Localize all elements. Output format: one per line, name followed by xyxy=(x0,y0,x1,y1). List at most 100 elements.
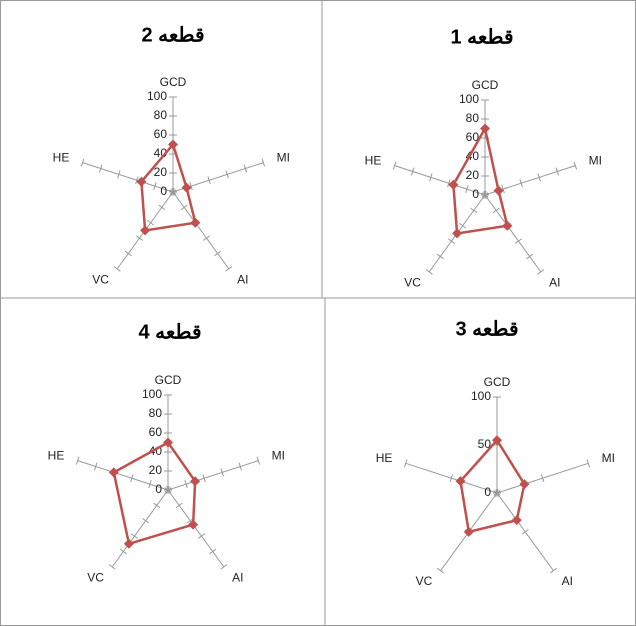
tick-mark xyxy=(403,459,408,468)
axis-spoke xyxy=(111,489,169,568)
tick-mark xyxy=(148,480,152,489)
category-label: HE xyxy=(48,448,65,462)
data-point xyxy=(136,176,147,187)
axis-spoke xyxy=(167,489,225,568)
axis-spoke xyxy=(77,460,169,491)
tick-label: 0 xyxy=(155,482,162,496)
tick-mark xyxy=(130,533,139,539)
tick-mark xyxy=(519,179,523,188)
tick-mark xyxy=(465,185,469,194)
tick-mark xyxy=(175,502,183,509)
tick-label: 100 xyxy=(459,92,479,106)
tick-mark xyxy=(225,266,233,272)
tick-mark xyxy=(483,191,487,199)
category-label: AI xyxy=(232,570,243,584)
category-label: MI xyxy=(272,448,285,462)
tick-label: 80 xyxy=(466,111,480,125)
category-label: GCD xyxy=(472,78,499,92)
tick-mark xyxy=(555,167,559,176)
tick-mark xyxy=(447,238,456,244)
axis-spoke xyxy=(394,165,486,196)
tick-mark xyxy=(180,204,188,211)
tick-label: 0 xyxy=(484,485,491,499)
tick-mark xyxy=(209,548,217,555)
tick-mark xyxy=(80,158,85,167)
data-point xyxy=(190,217,201,228)
tick-mark xyxy=(184,480,188,489)
data-point xyxy=(455,476,466,487)
tick-mark xyxy=(108,564,116,570)
tick-label: 80 xyxy=(154,108,168,122)
tick-mark xyxy=(117,170,121,179)
category-label: AI xyxy=(237,272,248,286)
category-label: GCD xyxy=(160,75,187,89)
tick-label: 50 xyxy=(478,437,492,451)
tick-label: 60 xyxy=(154,127,168,141)
tick-mark xyxy=(158,204,166,211)
axis-spoke xyxy=(172,191,230,270)
tick-mark xyxy=(392,161,397,170)
data-point xyxy=(190,476,201,487)
data-point xyxy=(168,139,178,150)
tick-label: 60 xyxy=(149,425,163,439)
tick-mark xyxy=(220,564,228,570)
tick-mark xyxy=(447,179,451,188)
tick-mark xyxy=(436,253,444,260)
tick-mark xyxy=(256,456,261,465)
tick-mark xyxy=(573,161,578,170)
data-point xyxy=(452,228,463,239)
category-label: GCD xyxy=(484,375,511,389)
tick-mark xyxy=(238,462,242,471)
tick-label: 100 xyxy=(142,387,162,401)
data-point xyxy=(493,185,504,196)
tick-mark xyxy=(425,269,433,275)
data-point xyxy=(492,435,502,446)
tick-mark xyxy=(147,219,155,226)
tick-mark xyxy=(202,474,206,483)
category-label: AI xyxy=(562,574,573,588)
tick-mark xyxy=(521,529,529,535)
tick-mark xyxy=(214,250,222,257)
tick-mark xyxy=(153,182,157,191)
category-label: HE xyxy=(53,150,70,164)
tick-mark xyxy=(586,459,591,468)
tick-mark xyxy=(459,222,467,229)
tick-mark xyxy=(142,517,150,524)
data-line xyxy=(112,440,197,546)
category-label: VC xyxy=(87,570,104,584)
tick-mark xyxy=(514,238,523,244)
data-line xyxy=(140,141,197,232)
data-point xyxy=(448,179,459,190)
category-label: AI xyxy=(549,275,560,289)
data-point xyxy=(163,437,173,448)
tick-mark xyxy=(189,182,193,191)
axis-spoke xyxy=(82,162,174,193)
tick-label: 20 xyxy=(154,165,168,179)
tick-mark xyxy=(113,266,121,272)
tick-label: 20 xyxy=(149,463,163,477)
tick-mark xyxy=(166,486,170,494)
tick-mark xyxy=(94,462,98,471)
category-label: HE xyxy=(376,451,393,465)
data-point xyxy=(480,123,490,134)
tick-mark xyxy=(197,533,206,539)
tick-mark xyxy=(202,235,211,241)
data-point xyxy=(463,526,474,537)
chart-title: قطعه 1 xyxy=(450,26,513,48)
tick-mark xyxy=(171,188,175,196)
tick-mark xyxy=(537,269,545,275)
tick-mark xyxy=(130,474,134,483)
tick-mark xyxy=(411,167,415,176)
data-point xyxy=(519,479,530,490)
tick-mark xyxy=(225,170,229,179)
tick-mark xyxy=(119,548,127,555)
category-label: VC xyxy=(404,275,421,289)
tick-mark xyxy=(495,489,499,497)
chart-title: قطعه 2 xyxy=(141,24,204,46)
data-point xyxy=(511,515,522,526)
data-point xyxy=(188,519,199,530)
tick-mark xyxy=(492,207,500,214)
data-point xyxy=(181,182,192,193)
tick-label: 100 xyxy=(147,89,167,103)
